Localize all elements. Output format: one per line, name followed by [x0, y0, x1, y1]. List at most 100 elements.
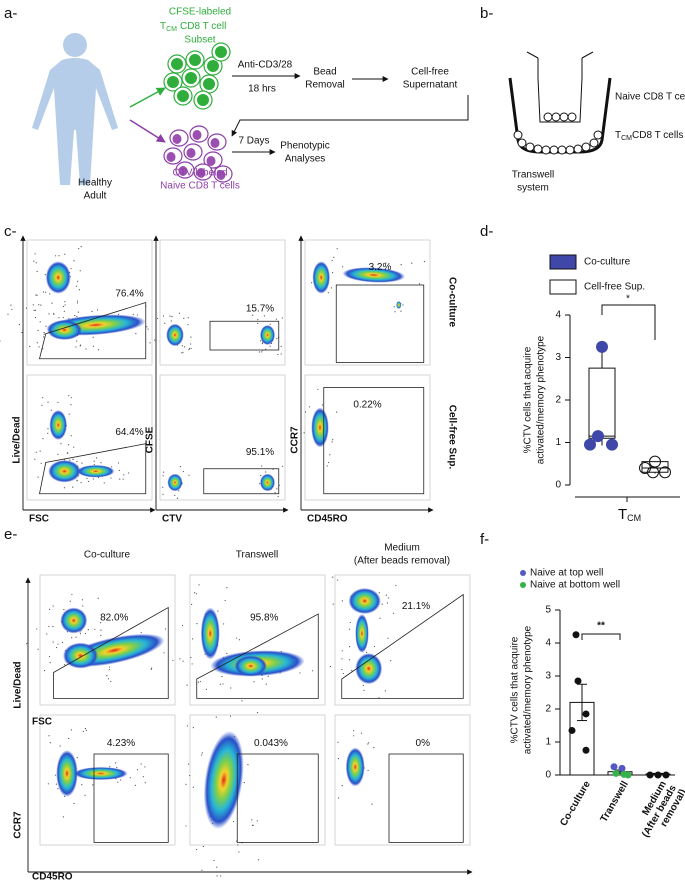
event-dot — [267, 675, 269, 677]
event-dot — [221, 675, 223, 678]
event-dot — [71, 637, 73, 639]
density-blob — [260, 325, 275, 345]
event-dot — [18, 323, 21, 326]
cell-nucleus — [206, 156, 216, 166]
cell-nucleus — [192, 130, 202, 140]
gate-percentage: 0% — [416, 738, 431, 749]
event-dot — [54, 774, 57, 776]
event-dot — [252, 314, 254, 316]
event-dot — [241, 700, 243, 702]
event-dot — [33, 309, 35, 311]
event-dot — [163, 652, 165, 654]
event-dot — [261, 351, 263, 353]
data-point — [592, 430, 604, 443]
event-dot — [146, 326, 148, 328]
event-dot — [80, 482, 82, 484]
density-blob — [355, 653, 383, 685]
event-dot — [62, 816, 65, 818]
gate — [388, 753, 464, 843]
event-dot — [16, 667, 19, 669]
event-dot — [34, 309, 37, 311]
gate-percentage: 21.1% — [402, 601, 430, 612]
gate-percentage: 0.043% — [254, 738, 288, 749]
event-dot — [198, 584, 200, 586]
event-dot — [59, 745, 61, 747]
step-label: Anti-CD3/28 — [238, 60, 293, 71]
event-dot — [75, 346, 77, 348]
x-axis-label: CM — [627, 513, 641, 523]
tcm-label: CM — [621, 135, 632, 142]
event-dot — [259, 483, 261, 485]
cell — [549, 145, 559, 155]
event-dot — [182, 660, 184, 662]
event-dot — [81, 784, 83, 786]
event-dot — [317, 388, 319, 390]
event-dot — [110, 477, 112, 479]
event-dot — [55, 783, 58, 785]
cell — [573, 144, 583, 154]
event-dot — [57, 788, 59, 790]
significance-bracket — [601, 304, 656, 340]
event-dot — [73, 802, 75, 805]
event-dot — [360, 732, 363, 734]
event-dot — [48, 625, 50, 628]
event-dot — [84, 728, 87, 730]
event-dot — [238, 851, 240, 853]
event-dot — [275, 318, 278, 320]
event-dot — [7, 313, 9, 315]
event-dot — [308, 406, 311, 408]
event-dot — [57, 401, 59, 403]
event-dot — [60, 443, 62, 445]
event-dot — [195, 848, 198, 851]
event-dot — [87, 480, 90, 483]
gate — [53, 606, 169, 699]
event-dot — [118, 469, 121, 472]
event-dot — [213, 859, 215, 862]
tcm-label: TCMCD8 T cells — [615, 130, 683, 142]
event-dot — [147, 328, 149, 330]
density-blob — [348, 588, 381, 614]
event-dot — [411, 262, 413, 264]
event-dot — [144, 782, 146, 784]
event-dot — [52, 625, 54, 628]
plot-frame — [304, 239, 431, 366]
event-dot — [111, 466, 113, 468]
gate-percentage: 82.0% — [100, 613, 128, 624]
cell — [557, 145, 567, 155]
row-label: Cell-free Sup. — [446, 405, 457, 470]
gate-percentage: 95.1% — [246, 447, 274, 458]
panel-label: b- — [480, 5, 493, 22]
cell-nucleus — [216, 170, 226, 180]
panel-label: e- — [4, 526, 17, 543]
event-dot — [43, 336, 45, 338]
event-dot — [128, 472, 130, 474]
event-dot — [109, 766, 111, 768]
plot-frame — [159, 239, 286, 366]
event-dot — [348, 646, 351, 648]
event-dot — [45, 325, 47, 327]
event-dot — [178, 312, 181, 314]
event-dot — [79, 345, 81, 347]
data-point — [659, 466, 671, 479]
event-dot — [91, 310, 93, 313]
event-dot — [47, 783, 49, 785]
event-dot — [192, 727, 194, 729]
event-dot — [326, 465, 328, 467]
event-dot — [224, 599, 226, 602]
event-dot — [181, 352, 183, 354]
event-dot — [57, 453, 59, 456]
event-dot — [378, 697, 380, 699]
event-dot — [68, 737, 70, 740]
gate-percentage: 15.7% — [246, 303, 274, 314]
event-dot — [47, 428, 49, 430]
event-dot — [201, 754, 203, 756]
event-dot — [184, 346, 186, 348]
data-point — [647, 466, 659, 479]
event-dot — [367, 743, 369, 745]
event-dot — [230, 687, 232, 689]
event-dot — [142, 776, 144, 778]
event-dot — [176, 497, 179, 499]
event-dot — [186, 725, 189, 727]
event-dot — [261, 678, 263, 680]
